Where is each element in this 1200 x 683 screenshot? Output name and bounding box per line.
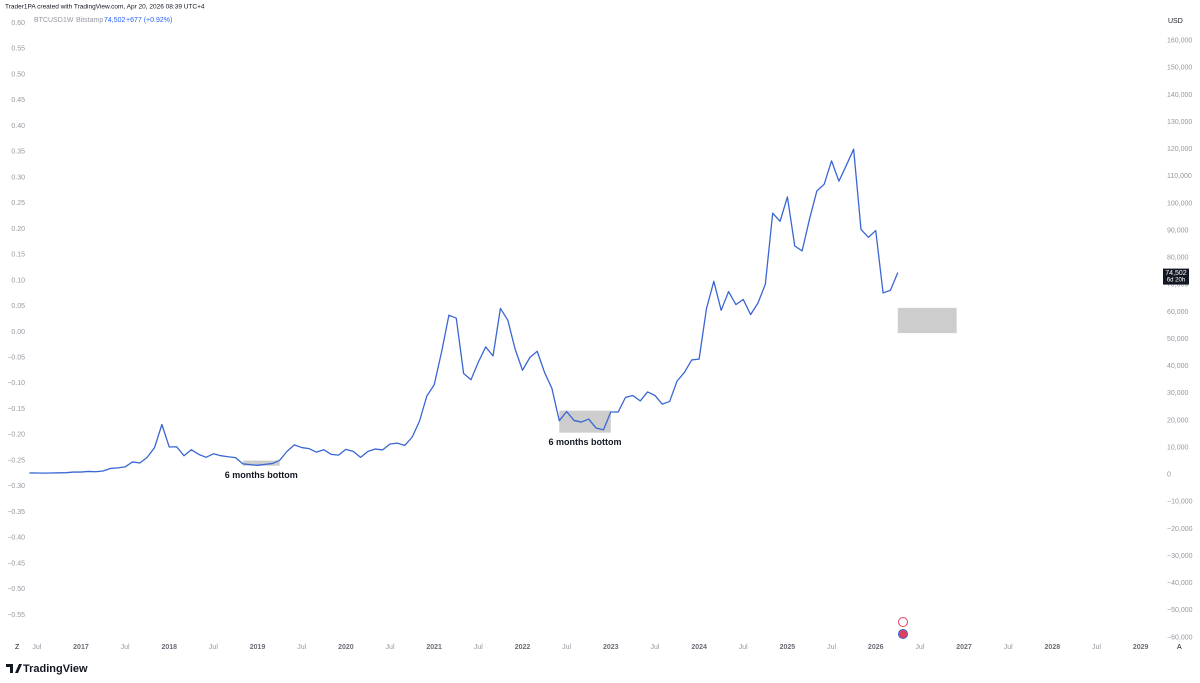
x-tick-label: Jul (915, 644, 924, 651)
x-tick-label: Jul (297, 644, 306, 651)
y2-tick-label: 0.00 (11, 329, 25, 336)
legend-interval: 1W (63, 17, 74, 24)
zone-label: 6 months bottom (549, 437, 622, 447)
x-tick-label: Jul (827, 644, 836, 651)
y2-tick-label: 0.55 (11, 46, 25, 53)
x-tick-label: Jul (474, 644, 483, 651)
brand: TradingView (23, 663, 88, 675)
y2-tick-label: −0.10 (7, 380, 25, 387)
y-tick-label: 0 (1167, 472, 1171, 479)
zone (897, 307, 957, 334)
y-tick-label: 130,000 (1167, 119, 1192, 126)
legend-last: 74,502 (104, 17, 126, 24)
y2-tick-label: −0.50 (7, 586, 25, 593)
x-tick-label: 2027 (956, 644, 972, 651)
y-tick-label: 140,000 (1167, 92, 1192, 99)
y2-tick-label: 0.30 (11, 174, 25, 181)
x-tick-label: 2025 (780, 644, 796, 651)
price-tag-label: 74,502 (1165, 270, 1187, 277)
y2-tick-label: −0.20 (7, 432, 25, 439)
x-tick-label: Jul (386, 644, 395, 651)
y-tick-label: 70,000 (1167, 282, 1189, 289)
y2-tick-label: −0.40 (7, 535, 25, 542)
y-tick-label: 110,000 (1167, 173, 1192, 180)
x-tick-label: Jul (32, 644, 41, 651)
y2-tick-label: −0.05 (7, 355, 25, 362)
zone (559, 410, 611, 433)
y-unit: USD (1168, 18, 1183, 25)
x-tick-label: 2017 (73, 644, 89, 651)
x-tick-label: 2028 (1045, 644, 1061, 651)
y-tick-label: 10,000 (1167, 444, 1189, 451)
y-tick-label: −40,000 (1167, 580, 1193, 587)
y2-tick-label: −0.45 (7, 560, 25, 567)
x-tick-label: Jul (650, 644, 659, 651)
logo: TradingView (6, 663, 88, 675)
y-tick-label: 60,000 (1167, 309, 1189, 316)
event-icon[interactable] (898, 617, 908, 627)
y2-tick-label: 0.35 (11, 149, 25, 156)
x-tick-label: Jul (1092, 644, 1101, 651)
y2-tick-label: 0.45 (11, 97, 25, 104)
y2-tick-label: −0.15 (7, 406, 25, 413)
x-tick-label: 2020 (338, 644, 354, 651)
y-tick-label: 80,000 (1167, 255, 1189, 262)
countdown: 6d 20h (1167, 278, 1185, 284)
x-tick-label: 2021 (426, 644, 442, 651)
legend-exchange: Bitstamp (76, 17, 103, 24)
legend-change: +677 (+0.92%) (126, 17, 172, 24)
y-tick-label: 160,000 (1167, 38, 1192, 45)
legend-symbol: BTCUSD (34, 17, 63, 24)
y-tick-label: −10,000 (1167, 499, 1193, 506)
y2-tick-label: −0.30 (7, 483, 25, 490)
y2-tick-label: 0.05 (11, 303, 25, 310)
scale-button[interactable]: Z (15, 644, 20, 651)
x-tick-label: Jul (1004, 644, 1013, 651)
x-tick-label: Jul (121, 644, 130, 651)
scale-button[interactable]: A (1177, 644, 1182, 651)
y2-tick-label: 0.50 (11, 71, 25, 78)
x-tick-label: 2023 (603, 644, 619, 651)
y-tick-label: 120,000 (1167, 146, 1192, 153)
x-tick-label: Jul (209, 644, 218, 651)
y2-tick-label: −0.55 (7, 612, 25, 619)
x-tick-label: 2024 (691, 644, 707, 651)
y2-tick-label: 0.20 (11, 226, 25, 233)
x-tick-label: 2029 (1133, 644, 1149, 651)
price-line (29, 148, 899, 474)
logo-mark (6, 664, 22, 673)
y2-tick-label: 0.10 (11, 277, 25, 284)
x-tick-label: Jul (739, 644, 748, 651)
x-tick-label: 2019 (250, 644, 266, 651)
y-tick-label: 90,000 (1167, 227, 1189, 234)
y2-tick-label: 0.40 (11, 123, 25, 130)
x-tick-label: Jul (562, 644, 571, 651)
y2-tick-label: −0.25 (7, 457, 25, 464)
y-tick-label: 40,000 (1167, 363, 1189, 370)
x-tick-label: 2026 (868, 644, 884, 651)
y2-tick-label: 0.60 (11, 20, 25, 27)
y-tick-label: −30,000 (1167, 553, 1193, 560)
zone (242, 460, 280, 466)
price-tag (1163, 268, 1189, 285)
x-tick-label: 2018 (161, 644, 177, 651)
y2-tick-label: 0.25 (11, 200, 25, 207)
y-tick-label: −60,000 (1167, 634, 1193, 641)
event-icon[interactable] (898, 629, 908, 639)
y-tick-label: 100,000 (1167, 200, 1192, 207)
y2-tick-label: −0.35 (7, 509, 25, 516)
y-tick-label: 30,000 (1167, 390, 1189, 397)
y-tick-label: −50,000 (1167, 607, 1193, 614)
y-tick-label: −20,000 (1167, 526, 1193, 533)
chart-title: Trader1PA created with TradingView.com, … (5, 4, 205, 11)
y-tick-label: 150,000 (1167, 65, 1192, 72)
y-tick-label: 50,000 (1167, 336, 1189, 343)
zone-label: 6 months bottom (225, 470, 298, 480)
y-tick-label: 20,000 (1167, 417, 1189, 424)
x-tick-label: 2022 (515, 644, 531, 651)
y2-tick-label: 0.15 (11, 252, 25, 259)
